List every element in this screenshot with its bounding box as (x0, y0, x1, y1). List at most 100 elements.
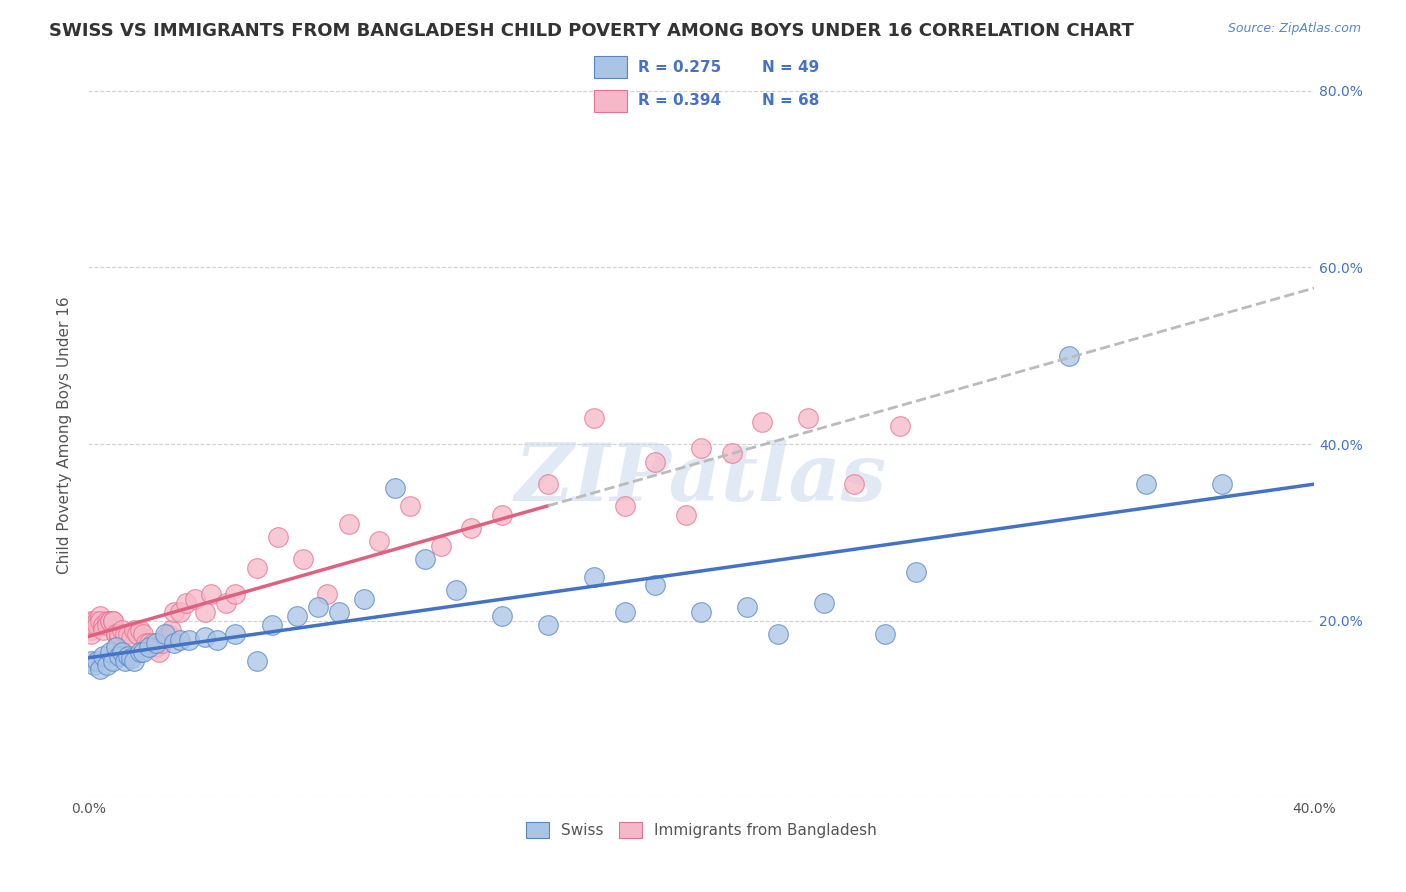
Point (107, 649, 129, 664)
FancyBboxPatch shape (595, 56, 627, 78)
Point (582, 410, 605, 425)
Point (98, 614, 121, 628)
Point (156, 627, 179, 641)
Point (224, 587, 246, 601)
Point (83, 618, 105, 632)
Point (491, 609, 513, 624)
Point (104, 640, 127, 655)
Point (163, 636, 186, 650)
Point (160, 623, 183, 637)
Point (368, 534, 391, 549)
Text: Source: ZipAtlas.com: Source: ZipAtlas.com (1227, 22, 1361, 36)
Point (148, 645, 170, 659)
Point (205, 633, 228, 648)
Point (89, 662, 111, 676)
Point (80, 618, 103, 632)
Point (96, 614, 118, 628)
Point (145, 640, 167, 655)
FancyBboxPatch shape (595, 90, 627, 112)
Point (80, 653, 103, 667)
Point (246, 653, 269, 667)
Point (96, 657, 118, 672)
Point (194, 630, 217, 644)
Point (174, 596, 197, 610)
Point (138, 636, 160, 650)
Point (83, 657, 105, 672)
Legend: Swiss, Immigrants from Bangladesh: Swiss, Immigrants from Bangladesh (520, 816, 883, 844)
Y-axis label: Child Poverty Among Boys Under 16: Child Poverty Among Boys Under 16 (58, 296, 72, 574)
Point (904, 565, 927, 579)
Point (179, 633, 201, 648)
Point (86, 618, 108, 632)
Point (86, 653, 108, 667)
Point (675, 508, 697, 522)
Point (413, 552, 436, 566)
Point (735, 600, 758, 615)
Point (200, 587, 222, 601)
Point (153, 632, 176, 646)
Point (153, 627, 176, 641)
Point (460, 521, 482, 535)
Point (184, 591, 207, 606)
Point (107, 627, 129, 641)
Point (751, 415, 773, 429)
Point (316, 587, 339, 601)
Point (1135, 476, 1157, 491)
Point (720, 446, 742, 460)
Point (889, 419, 911, 434)
Text: SWISS VS IMMIGRANTS FROM BANGLADESH CHILD POVERTY AMONG BOYS UNDER 16 CORRELATIO: SWISS VS IMMIGRANTS FROM BANGLADESH CHIL… (49, 22, 1135, 40)
Point (224, 627, 246, 641)
Point (444, 582, 467, 597)
Point (491, 508, 513, 522)
Point (117, 627, 139, 641)
Point (1057, 349, 1080, 363)
Point (89, 609, 111, 624)
Point (120, 632, 142, 646)
Point (613, 605, 636, 619)
Point (101, 614, 124, 628)
Point (93, 649, 115, 664)
Point (86, 614, 108, 628)
Point (429, 539, 451, 553)
Point (873, 627, 896, 641)
Point (104, 627, 127, 641)
Text: N = 68: N = 68 (762, 93, 820, 108)
Point (117, 649, 139, 664)
Text: N = 49: N = 49 (762, 60, 818, 75)
Point (353, 591, 375, 606)
Point (690, 442, 713, 456)
Point (138, 640, 160, 655)
Point (145, 636, 167, 650)
Point (150, 636, 173, 650)
Point (101, 614, 124, 628)
Point (813, 596, 835, 610)
Point (114, 653, 136, 667)
Point (83, 614, 105, 628)
Point (690, 605, 713, 619)
Text: R = 0.394: R = 0.394 (638, 93, 721, 108)
Point (291, 552, 314, 566)
Point (337, 516, 360, 531)
Point (129, 623, 152, 637)
Point (111, 645, 134, 659)
Point (80, 614, 103, 628)
Point (328, 605, 350, 619)
Point (399, 499, 422, 513)
Point (613, 499, 636, 513)
Point (537, 476, 560, 491)
Point (537, 618, 560, 632)
Point (215, 596, 238, 610)
Point (163, 605, 186, 619)
Point (98, 645, 121, 659)
Point (582, 569, 605, 583)
Point (98, 614, 121, 628)
Point (80, 623, 103, 637)
Point (260, 618, 283, 632)
Point (1211, 476, 1233, 491)
Point (96, 618, 118, 632)
Point (114, 627, 136, 641)
Point (89, 614, 111, 628)
Point (132, 645, 155, 659)
Point (169, 605, 191, 619)
Point (766, 627, 789, 641)
